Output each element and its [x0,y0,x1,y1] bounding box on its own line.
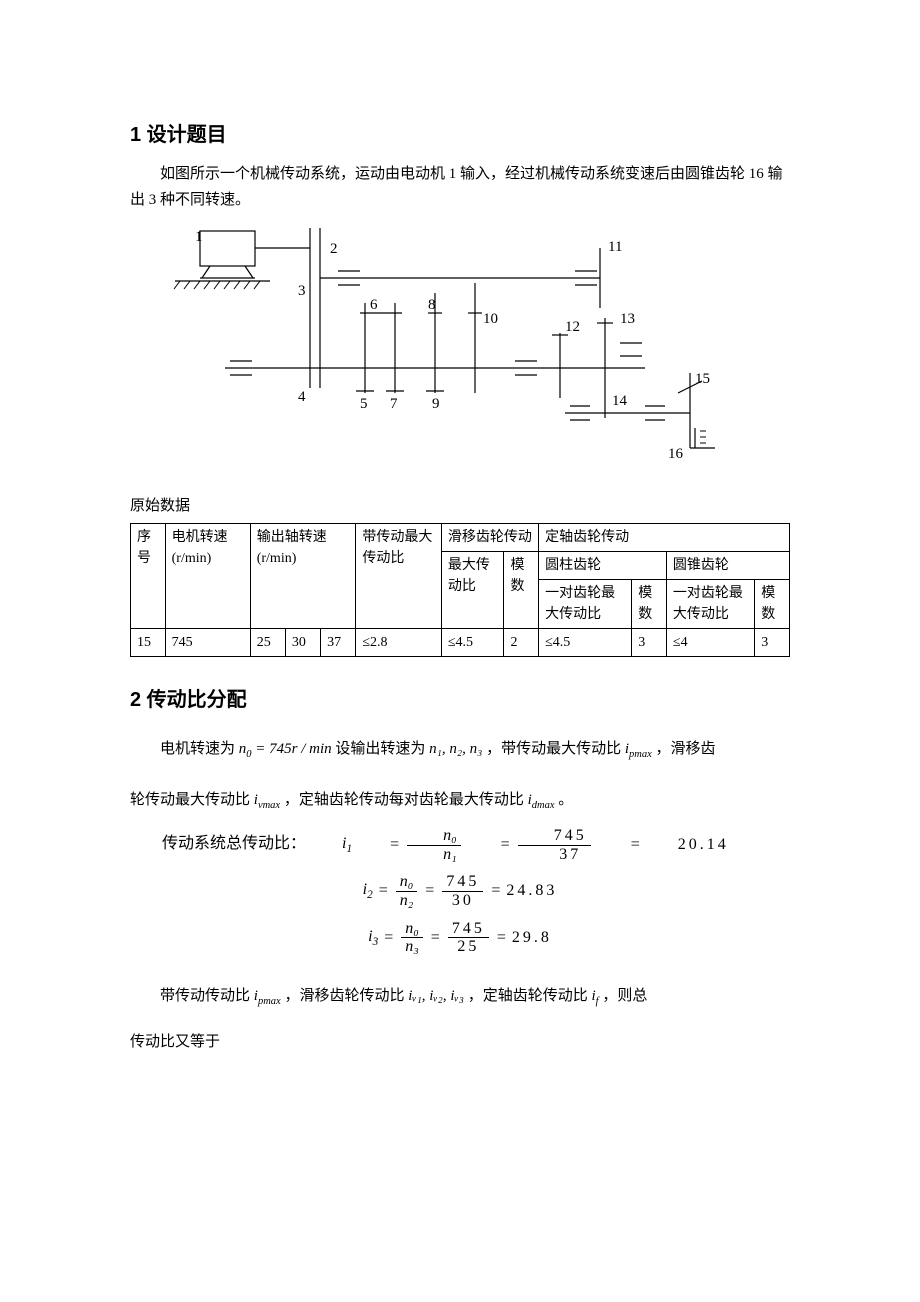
section-1-title: 1 设计题目 [130,120,790,150]
text-span: ，滑移齿轮传动比 [284,988,404,1004]
col-belt: 带传动最大传动比 [356,524,442,629]
col-seq: 序号 [131,524,166,629]
cell-belt: ≤2.8 [356,629,442,657]
col-slide: 滑移齿轮传动 [441,524,538,552]
text-span: ，带传动最大传动比 [486,741,621,757]
transmission-diagram: 1 2 3 4 [170,223,790,471]
col-cyl-ratio: 一对齿轮最大传动比 [539,580,632,629]
cell-cone-mod: 3 [755,629,790,657]
col-slide-ratio: 最大传动比 [441,552,504,629]
raw-data-table: 序号 电机转速 (r/min) 输出轴转速 (r/min) 带传动最大传动比 滑… [130,523,790,657]
cell-motor: 745 [165,629,250,657]
section-2-para-3: 带传动传动比 ipmax ，滑移齿轮传动比 iᵥ₁, iᵥ₂, iᵥ₃ ，定轴齿… [130,980,790,1013]
var-if: if [591,988,598,1004]
text-span: ，则总 [602,988,647,1004]
svg-text:3: 3 [298,283,306,299]
col-cyl: 圆柱齿轮 [539,552,667,580]
text-span: ，滑移齿 [656,741,716,757]
svg-text:4: 4 [298,389,306,405]
var-n0: n0 [239,741,252,757]
col-cone-ratio: 一对齿轮最大传动比 [666,580,754,629]
col-motor: 电机转速 (r/min) [165,524,250,629]
svg-text:6: 6 [370,297,378,313]
equation-i1: 传动系统总传动比： i1 = n₀n₁ = 74537 = 20.14 [130,827,790,863]
eq-lead-text: 传动系统总传动比： [162,835,306,852]
cell-cone-ratio: ≤4 [666,629,754,657]
svg-text:11: 11 [608,239,622,255]
text-span: 轮传动最大传动比 [130,792,250,808]
equation-i2: i2 = n₀n₂ = 74530 = 24.83 [130,873,790,909]
table-caption: 原始数据 [130,495,790,518]
text-span: ，定轴齿轮传动每对齿轮最大传动比 [284,792,524,808]
col-fixed: 定轴齿轮传动 [539,524,790,552]
text-span: 设输出转速为 [335,741,425,757]
col-slide-mod: 模数 [504,552,539,629]
text-span: 。 [558,792,573,808]
svg-text:15: 15 [695,371,710,387]
var-ipmax: ipmax [625,741,652,757]
section-1-intro: 如图所示一个机械传动系统，运动由电动机 1 输入，经过机械传动系统变速后由圆锥齿… [130,162,790,213]
svg-text:14: 14 [612,393,628,409]
equation-i3: i3 = n₀n₃ = 74525 = 29.8 [130,920,790,956]
cell-slide-ratio: ≤4.5 [441,629,504,657]
cell-cyl-ratio: ≤4.5 [539,629,632,657]
var-iv-list: iᵥ₁, iᵥ₂, iᵥ₃ [408,988,464,1004]
section-2-para-4: 传动比又等于 [130,1031,790,1054]
svg-text:1: 1 [195,229,203,245]
col-output: 输出轴转速 (r/min) [250,524,356,629]
var-ivmax: ivmax [254,792,280,808]
cell-out2: 30 [285,629,320,657]
svg-text:12: 12 [565,319,580,335]
svg-text:8: 8 [428,297,436,313]
section-2-para-1: 电机转速为 n0 = 745r / min 设输出转速为 n₁, n₂, n₃ … [130,733,790,766]
cell-slide-mod: 2 [504,629,539,657]
n0-value: = 745r / min [252,741,332,757]
var-n-list: n₁, n₂, n₃ [429,741,482,757]
text-span: ，定轴齿轮传动比 [468,988,588,1004]
cell-out3: 37 [321,629,356,657]
section-2-title: 2 传动比分配 [130,685,790,715]
col-cone-mod: 模数 [755,580,790,629]
text-span: 电机转速为 [160,741,235,757]
cell-seq: 15 [131,629,166,657]
var-ipmax-2: ipmax [254,988,281,1004]
svg-text:10: 10 [483,311,498,327]
svg-text:9: 9 [432,396,440,412]
svg-text:7: 7 [390,396,398,412]
section-2-para-2: 轮传动最大传动比 ivmax ，定轴齿轮传动每对齿轮最大传动比 idmax 。 [130,784,790,817]
svg-text:5: 5 [360,396,368,412]
table-header-row-1: 序号 电机转速 (r/min) 输出轴转速 (r/min) 带传动最大传动比 滑… [131,524,790,552]
col-cyl-mod: 模数 [632,580,667,629]
svg-text:16: 16 [668,446,684,462]
svg-text:2: 2 [330,241,338,257]
col-cone: 圆锥齿轮 [666,552,789,580]
table-data-row: 15 745 25 30 37 ≤2.8 ≤4.5 2 ≤4.5 3 ≤4 3 [131,629,790,657]
var-idmax: idmax [528,792,555,808]
cell-out1: 25 [250,629,285,657]
svg-text:13: 13 [620,311,635,327]
text-span: 带传动传动比 [160,988,250,1004]
cell-cyl-mod: 3 [632,629,667,657]
